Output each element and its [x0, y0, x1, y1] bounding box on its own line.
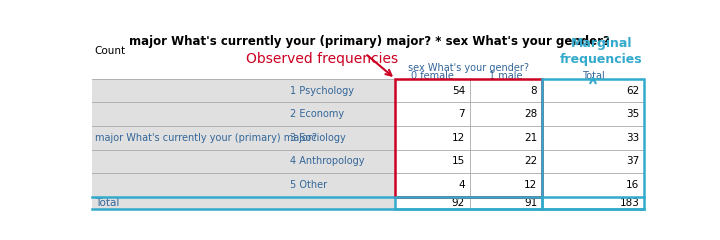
Text: 15: 15 — [452, 156, 465, 166]
Text: 3 Sociology: 3 Sociology — [290, 133, 346, 143]
Text: 4: 4 — [459, 180, 465, 190]
Text: 4 Anthropology: 4 Anthropology — [290, 156, 364, 166]
Text: 22: 22 — [524, 156, 537, 166]
Text: 1 Psychology: 1 Psychology — [290, 86, 354, 96]
Text: 12: 12 — [452, 133, 465, 143]
Text: 33: 33 — [626, 133, 639, 143]
Bar — [395, 79, 644, 209]
Text: Total: Total — [582, 71, 604, 81]
Text: 1 male: 1 male — [489, 71, 523, 81]
Bar — [395, 79, 542, 197]
Text: Marginal
frequencies: Marginal frequencies — [560, 36, 643, 66]
Text: sex What's your gender?: sex What's your gender? — [408, 63, 528, 73]
Text: major What's currently your (primary) major?: major What's currently your (primary) ma… — [96, 133, 318, 143]
Text: Count: Count — [94, 46, 126, 56]
Text: 35: 35 — [626, 109, 639, 119]
Text: 37: 37 — [626, 156, 639, 166]
Bar — [542, 79, 644, 209]
Text: 91: 91 — [524, 198, 537, 208]
Text: 92: 92 — [452, 198, 465, 208]
Text: 12: 12 — [524, 180, 537, 190]
Text: 0 female: 0 female — [410, 71, 454, 81]
Bar — [395, 197, 542, 209]
Text: 5 Other: 5 Other — [290, 180, 327, 190]
Text: 28: 28 — [524, 109, 537, 119]
Text: Observed frequencies: Observed frequencies — [246, 52, 399, 66]
Text: 2 Economy: 2 Economy — [290, 109, 344, 119]
Bar — [91, 79, 395, 209]
Text: 7: 7 — [459, 109, 465, 119]
Text: 21: 21 — [524, 133, 537, 143]
Text: 16: 16 — [626, 180, 639, 190]
Text: 54: 54 — [452, 86, 465, 96]
Text: major What's currently your (primary) major? * sex What's your gender?: major What's currently your (primary) ma… — [129, 35, 609, 48]
Text: 62: 62 — [626, 86, 639, 96]
Text: 183: 183 — [620, 198, 639, 208]
Text: 8: 8 — [531, 86, 537, 96]
Text: Total: Total — [96, 198, 120, 208]
